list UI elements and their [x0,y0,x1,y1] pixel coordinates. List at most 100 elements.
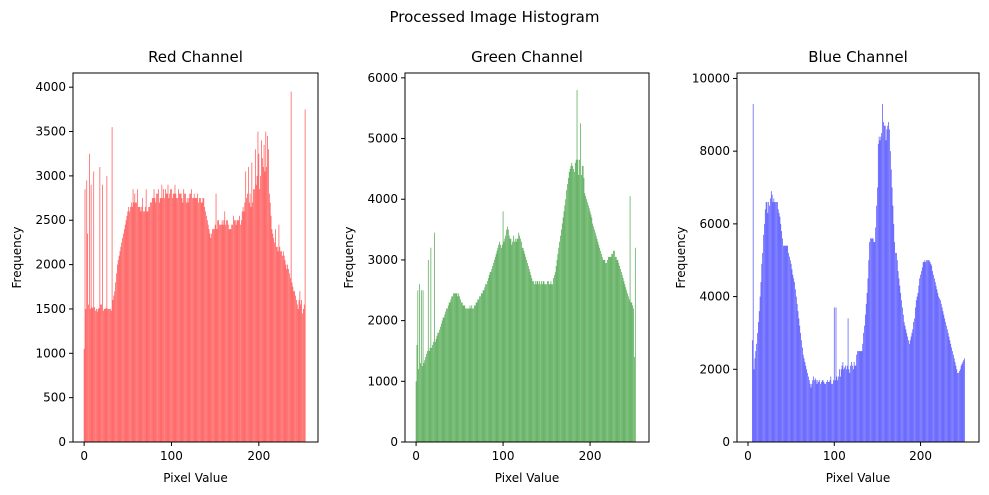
histogram-bar [205,211,206,443]
histogram-bar [578,174,580,442]
histogram-bar [764,209,766,442]
histogram-bar [489,272,491,442]
histogram-bar [134,193,136,442]
histogram-bar [165,193,167,442]
histogram-bar [826,382,827,442]
histogram-bar [814,380,815,442]
histogram-bar [435,338,437,442]
histogram-bar [926,260,927,442]
histogram-bar [460,302,462,442]
histogram-bar [261,158,263,442]
histogram-bar [929,262,931,442]
histogram-bar [827,380,828,442]
histogram-bar [155,202,157,442]
histogram-bar [296,300,297,442]
histogram-bar [823,382,825,442]
histogram-bar [931,265,933,442]
panel-title: Green Channel [471,48,583,66]
histogram-bar [945,322,946,442]
histogram-bar [840,369,842,442]
histogram-bar [927,260,928,442]
histogram-bar [248,202,250,442]
histogram-bar [958,372,959,442]
histogram-bar [176,198,178,442]
histogram-bar [944,318,946,442]
histogram-bar [956,369,958,442]
histogram-bar [957,372,958,442]
histogram-bar [245,171,247,442]
panel-2-bars [751,103,965,443]
histogram-bar [842,362,844,442]
histogram-bar [102,184,103,442]
histogram-bar [545,284,547,442]
histogram-bar [289,277,291,442]
histogram-bar [831,383,833,442]
histogram-bar [833,380,834,442]
histogram-bar [182,202,184,442]
histogram-bar [165,189,166,442]
histogram-bar [530,275,532,442]
histogram-bar [278,224,280,442]
histogram-bar [421,366,423,442]
histogram-bar [304,109,306,443]
histogram-bar [562,217,564,442]
histogram-bar [770,191,772,442]
histogram-bar [109,308,111,442]
histogram-bar [542,281,544,442]
histogram-bar [104,308,106,442]
histogram-bar [192,198,194,442]
histogram-bar [119,251,121,442]
histogram-bar [150,202,151,442]
histogram-bar [539,281,540,442]
histogram-bar [516,238,518,442]
histogram-bar [553,278,554,442]
histogram-bar [507,226,508,442]
histogram-bar [140,211,142,443]
histogram-bar [538,284,540,442]
histogram-bar [778,212,780,442]
histogram-bar [866,292,868,442]
histogram-bar [756,343,757,442]
histogram-bar [550,281,552,442]
histogram-bar [775,202,776,442]
histogram-bar [187,202,189,442]
histogram-bar [518,232,520,442]
y-tick-label: 6000 [699,217,730,231]
histogram-bar [164,198,165,442]
histogram-bar [152,198,154,442]
histogram-bar [431,347,433,442]
histogram-bar [585,196,587,442]
histogram-bar [541,284,543,442]
histogram-bar [484,287,486,442]
histogram-bar [424,360,426,442]
histogram-bar [757,332,758,442]
histogram-bar [901,300,902,442]
histogram-bar [282,251,284,442]
histogram-bar [521,247,523,442]
histogram-bar [552,284,554,442]
histogram-bar [793,278,795,442]
histogram-bar [603,259,605,442]
histogram-bar [89,153,90,442]
histogram-bar [267,135,268,443]
histogram-bar [943,314,945,442]
histogram-bar [178,189,179,442]
histogram-bar [781,231,782,442]
figure-title: Processed Image Histogram [389,8,600,26]
histogram-bar [503,241,505,442]
histogram-bar [149,206,150,442]
histogram-bar [613,250,614,442]
histogram-bar [218,220,219,442]
histogram-bar [852,365,853,442]
histogram-bar [122,237,123,442]
histogram-bar [835,307,837,442]
histogram-bar [832,383,833,442]
histogram-bar [873,242,875,442]
histogram-bar [198,202,199,442]
histogram-bar [143,211,144,443]
histogram-bar [301,300,302,442]
histogram-bar [422,290,424,442]
histogram-bar [804,362,806,442]
histogram-bar [451,296,453,442]
histogram-bar [899,285,901,442]
